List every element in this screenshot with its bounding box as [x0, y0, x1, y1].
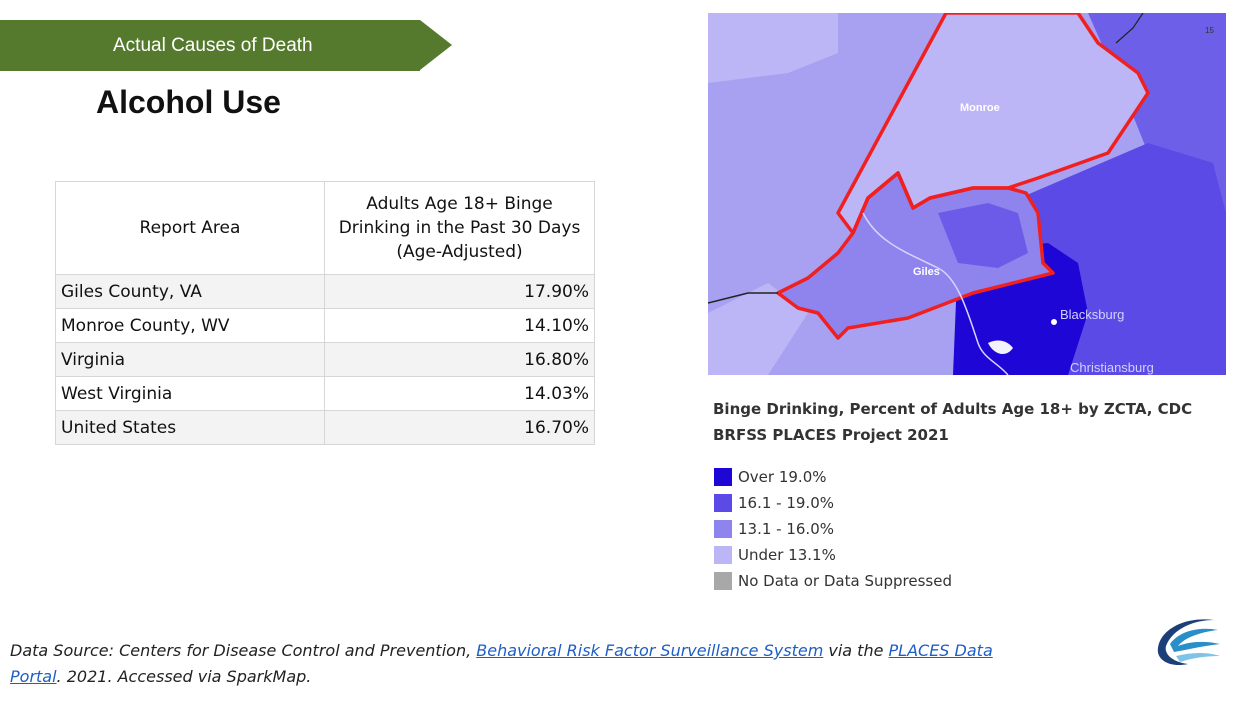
legend-label: No Data or Data Suppressed — [738, 572, 952, 590]
lake — [988, 340, 1013, 355]
table-row: Virginia 16.80% — [55, 342, 595, 377]
legend-item: Over 19.0% — [714, 464, 952, 490]
legend-label: 13.1 - 16.0% — [738, 520, 834, 538]
monroe-county — [838, 13, 1148, 233]
giles-outline — [776, 171, 1055, 340]
legend-swatch — [714, 494, 732, 512]
cell-value: 14.03% — [324, 376, 595, 411]
label-blacksburg: Blacksburg — [1060, 307, 1124, 322]
table-row: United States 16.70% — [55, 410, 595, 445]
blacksburg-dot — [1051, 319, 1057, 325]
cell-report-area: Monroe County, WV — [55, 308, 325, 343]
cell-report-area: West Virginia — [55, 376, 325, 411]
state-line-north — [1115, 13, 1144, 44]
label-monroe: Monroe — [960, 102, 1000, 114]
region-southwest — [708, 283, 808, 375]
slide-number: 15 — [1205, 26, 1214, 35]
cell-value: 16.70% — [324, 410, 595, 445]
choropleth-map: Monroe Giles Blacksburg Christiansburg 1… — [708, 13, 1226, 375]
table-row: Monroe County, WV 14.10% — [55, 308, 595, 343]
data-source-note: Data Source: Centers for Disease Control… — [10, 638, 1010, 690]
legend-item: Under 13.1% — [714, 542, 952, 568]
page-title: Alcohol Use — [96, 84, 281, 120]
source-middle: via the — [823, 641, 889, 660]
legend-label: Under 13.1% — [738, 546, 836, 564]
section-banner: Actual Causes of Death — [0, 20, 452, 71]
binge-drinking-table: Report Area Adults Age 18+ Binge Drinkin… — [55, 181, 595, 445]
region-northwest — [708, 13, 838, 83]
legend-swatch — [714, 546, 732, 564]
label-giles: Giles — [913, 266, 940, 278]
legend-swatch — [714, 572, 732, 590]
label-christiansburg: Christiansburg — [1070, 360, 1154, 375]
giles-subregion — [938, 203, 1028, 268]
legend-item: No Data or Data Suppressed — [714, 568, 952, 594]
state-line — [708, 292, 778, 304]
cell-value: 17.90% — [324, 274, 595, 309]
legend-item: 13.1 - 16.0% — [714, 516, 952, 542]
new-river — [862, 212, 1009, 375]
column-header-binge-drinking: Adults Age 18+ Binge Drinking in the Pas… — [324, 181, 595, 275]
map-legend: Over 19.0% 16.1 - 19.0% 13.1 - 16.0% Und… — [714, 464, 952, 594]
places-data-portal-link[interactable]: PLACES Data Portal — [10, 641, 993, 686]
legend-swatch — [714, 468, 732, 486]
legend-swatch — [714, 520, 732, 538]
source-prefix: Data Source: Centers for Disease Control… — [10, 641, 477, 660]
legend-item: 16.1 - 19.0% — [714, 490, 952, 516]
cell-report-area: Virginia — [55, 342, 325, 377]
swoosh-logo-icon — [1148, 612, 1222, 678]
cell-value: 14.10% — [324, 308, 595, 343]
banner-label: Actual Causes of Death — [113, 35, 313, 56]
cell-report-area: United States — [55, 410, 325, 445]
column-header-report-area: Report Area — [55, 181, 325, 275]
table-row: West Virginia 14.03% — [55, 376, 595, 411]
cell-value: 16.80% — [324, 342, 595, 377]
source-suffix: . 2021. Accessed via SparkMap. — [56, 667, 312, 686]
legend-label: Over 19.0% — [738, 468, 827, 486]
logo-graphic — [1157, 619, 1220, 666]
map-canvas: Monroe Giles Blacksburg Christiansburg 1… — [708, 13, 1226, 375]
brfss-link[interactable]: Behavioral Risk Factor Surveillance Syst… — [476, 641, 824, 660]
legend-label: 16.1 - 19.0% — [738, 494, 834, 512]
map-caption: Binge Drinking, Percent of Adults Age 18… — [713, 400, 1193, 444]
cell-report-area: Giles County, VA — [55, 274, 325, 309]
table-row: Giles County, VA 17.90% — [55, 274, 595, 309]
table-header-row: Report Area Adults Age 18+ Binge Drinkin… — [55, 181, 595, 275]
